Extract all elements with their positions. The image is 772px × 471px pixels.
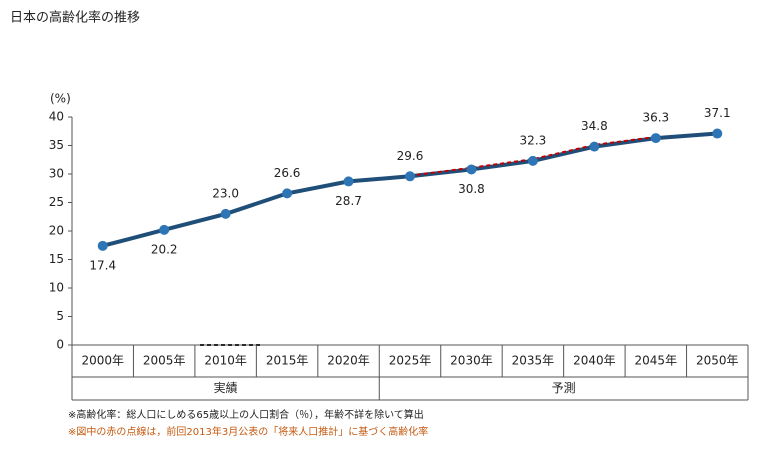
- y-tick-label: 15: [49, 252, 64, 266]
- marker: [712, 128, 723, 139]
- data-label: 36.3: [642, 111, 669, 125]
- y-axis-label: (%): [50, 92, 71, 106]
- y-tick-label: 40: [49, 110, 64, 124]
- data-label: 37.1: [704, 106, 731, 120]
- data-label: 20.2: [151, 242, 178, 256]
- data-label: 30.8: [458, 182, 485, 196]
- marker: [650, 133, 661, 144]
- marker: [405, 171, 415, 182]
- data-label: 17.4: [89, 258, 116, 272]
- data-label: 32.3: [520, 133, 547, 147]
- x-tick-label: 2010年: [204, 354, 247, 368]
- x-tick-label: 2040年: [573, 354, 616, 368]
- chart-title: 日本の高齢化率の推移: [10, 10, 140, 26]
- y-tick-label: 25: [49, 195, 64, 209]
- y-tick-label: 0: [56, 338, 64, 352]
- note: ※高齢化率：総人口にしめる65歳以上の人口割合（％），年齢不詳を除いて算出: [68, 408, 424, 421]
- y-tick-label: 10: [49, 281, 64, 295]
- data-label: 28.7: [335, 194, 362, 208]
- x-group-label: 実績: [214, 380, 238, 395]
- marker: [220, 208, 231, 219]
- x-tick-label: 2015年: [266, 354, 309, 368]
- x-tick-label: 2000年: [81, 354, 124, 368]
- y-tick-label: 35: [49, 138, 64, 152]
- y-tick-label: 20: [49, 224, 64, 238]
- marker: [466, 164, 477, 175]
- x-tick-label: 2020年: [327, 354, 370, 368]
- marker: [527, 155, 538, 166]
- x-tick-label: 2035年: [512, 354, 555, 368]
- x-tick-label: 2030年: [450, 354, 493, 368]
- y-tick-label: 30: [49, 167, 64, 181]
- x-tick-label: 2050年: [696, 354, 739, 368]
- marker: [282, 188, 293, 199]
- data-label: 29.6: [397, 149, 424, 163]
- marker: [589, 141, 600, 152]
- data-label: 34.8: [581, 119, 608, 133]
- y-tick-label: 5: [56, 309, 64, 323]
- x-tick-label: 2045年: [635, 354, 678, 368]
- data-label: 26.6: [274, 166, 301, 180]
- note: ※図中の赤の点線は，前回2013年3月公表の「将来人口推計」に基づく高齢化率: [68, 425, 428, 438]
- marker: [343, 176, 354, 187]
- data-label: 23.0: [212, 186, 239, 200]
- x-tick-label: 2005年: [143, 354, 186, 368]
- x-group-label: 予測: [552, 381, 576, 395]
- marker: [159, 224, 170, 235]
- marker: [97, 240, 108, 251]
- x-tick-label: 2025年: [389, 354, 432, 368]
